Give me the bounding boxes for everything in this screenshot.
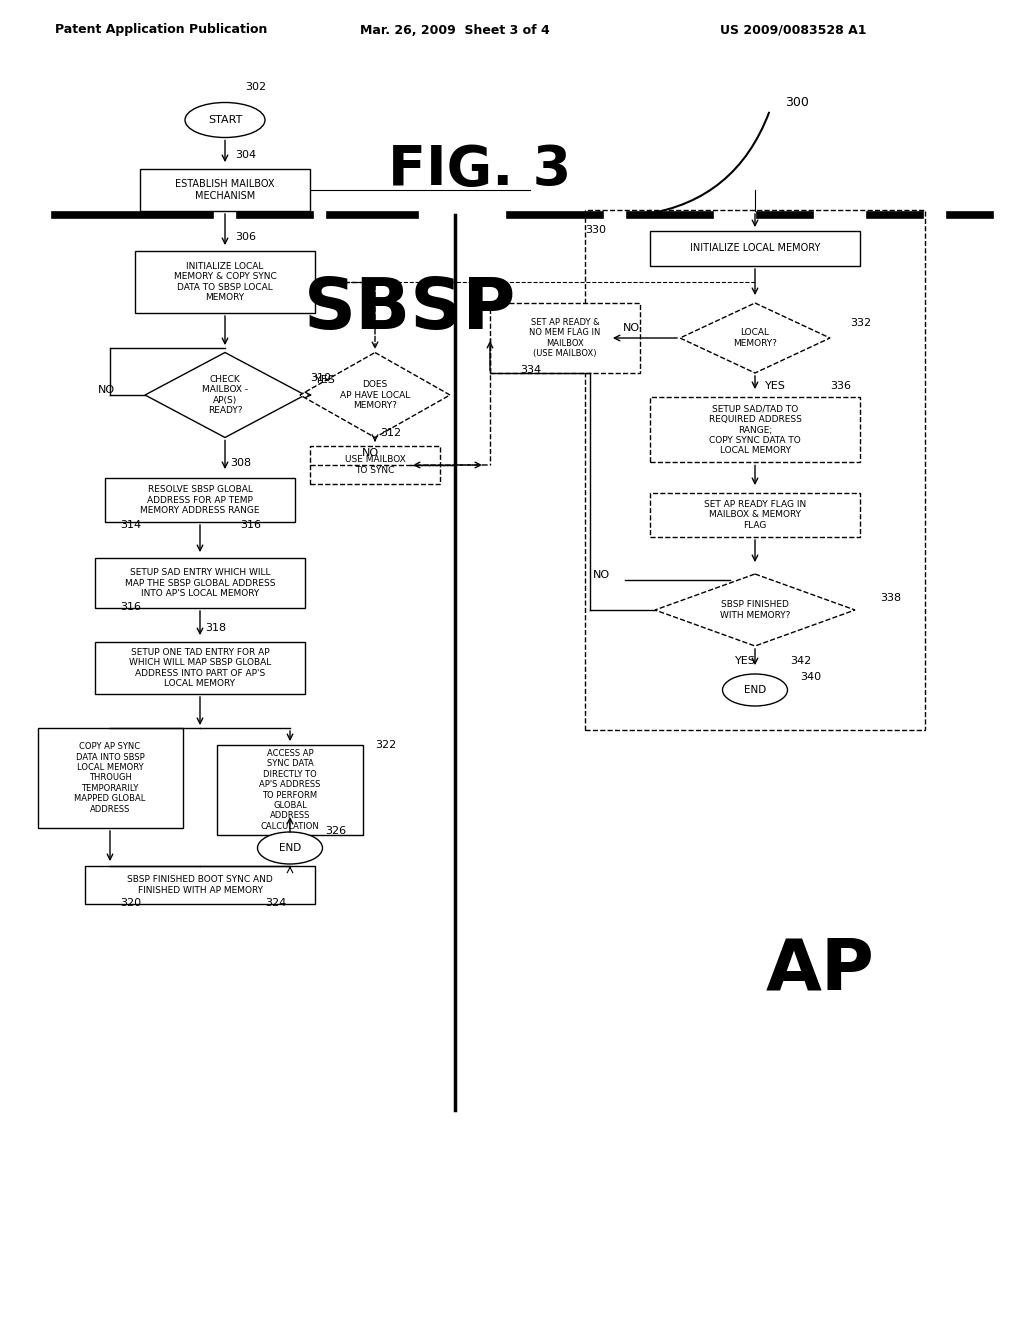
Text: 322: 322 xyxy=(375,741,396,750)
Text: CHECK
MAILBOX -
AP(S)
READY?: CHECK MAILBOX - AP(S) READY? xyxy=(202,375,248,414)
Text: ACCESS AP
SYNC DATA
DIRECTLY TO
AP'S ADDRESS
TO PERFORM
GLOBAL
ADDRESS
CALCULATI: ACCESS AP SYNC DATA DIRECTLY TO AP'S ADD… xyxy=(259,750,321,830)
Text: USE MAILBOX
TO SYNC: USE MAILBOX TO SYNC xyxy=(345,455,406,475)
Text: 302: 302 xyxy=(245,82,266,92)
Polygon shape xyxy=(145,352,305,437)
Text: 336: 336 xyxy=(830,381,851,391)
Text: 338: 338 xyxy=(880,593,901,603)
Text: END: END xyxy=(279,843,301,853)
Text: START: START xyxy=(208,115,243,125)
FancyBboxPatch shape xyxy=(140,169,310,211)
Text: 324: 324 xyxy=(265,898,287,908)
Text: SET AP READY &
NO MEM FLAG IN
MAILBOX
(USE MAILBOX): SET AP READY & NO MEM FLAG IN MAILBOX (U… xyxy=(529,318,601,358)
Text: 308: 308 xyxy=(230,458,251,469)
Text: 314: 314 xyxy=(120,520,141,531)
Text: 326: 326 xyxy=(325,826,346,836)
Text: AP: AP xyxy=(766,936,874,1005)
Text: 332: 332 xyxy=(850,318,871,327)
Text: RESOLVE SBSP GLOBAL
ADDRESS FOR AP TEMP
MEMORY ADDRESS RANGE: RESOLVE SBSP GLOBAL ADDRESS FOR AP TEMP … xyxy=(140,486,260,515)
Text: LOCAL
MEMORY?: LOCAL MEMORY? xyxy=(733,329,777,347)
Text: 300: 300 xyxy=(785,95,809,108)
FancyBboxPatch shape xyxy=(95,642,305,694)
Text: INITIALIZE LOCAL
MEMORY & COPY SYNC
DATA TO SBSP LOCAL
MEMORY: INITIALIZE LOCAL MEMORY & COPY SYNC DATA… xyxy=(174,261,276,302)
Text: SBSP FINISHED BOOT SYNC AND
FINISHED WITH AP MEMORY: SBSP FINISHED BOOT SYNC AND FINISHED WIT… xyxy=(127,875,272,895)
Text: DOES
AP HAVE LOCAL
MEMORY?: DOES AP HAVE LOCAL MEMORY? xyxy=(340,380,411,411)
FancyBboxPatch shape xyxy=(650,397,860,462)
FancyBboxPatch shape xyxy=(490,304,640,374)
FancyBboxPatch shape xyxy=(135,251,315,313)
Text: 340: 340 xyxy=(800,672,821,682)
Text: FIG. 3: FIG. 3 xyxy=(388,143,571,197)
Text: Mar. 26, 2009  Sheet 3 of 4: Mar. 26, 2009 Sheet 3 of 4 xyxy=(360,24,550,37)
Text: 330: 330 xyxy=(585,224,606,235)
Text: 310: 310 xyxy=(310,374,331,383)
Text: SET AP READY FLAG IN
MAILBOX & MEMORY
FLAG: SET AP READY FLAG IN MAILBOX & MEMORY FL… xyxy=(703,500,806,529)
FancyBboxPatch shape xyxy=(38,729,182,828)
FancyBboxPatch shape xyxy=(105,478,295,521)
Text: NO: NO xyxy=(593,570,610,579)
Text: SBSP: SBSP xyxy=(304,276,516,345)
Text: NO: NO xyxy=(98,385,115,395)
FancyBboxPatch shape xyxy=(85,866,315,904)
Text: INITIALIZE LOCAL MEMORY: INITIALIZE LOCAL MEMORY xyxy=(690,243,820,253)
Polygon shape xyxy=(680,304,830,374)
Text: NO: NO xyxy=(361,447,379,458)
Text: 312: 312 xyxy=(380,428,401,438)
Text: SBSP FINISHED
WITH MEMORY?: SBSP FINISHED WITH MEMORY? xyxy=(720,601,791,619)
Text: 318: 318 xyxy=(205,623,226,634)
FancyBboxPatch shape xyxy=(585,210,925,730)
Text: ESTABLISH MAILBOX
MECHANISM: ESTABLISH MAILBOX MECHANISM xyxy=(175,180,274,201)
Ellipse shape xyxy=(723,675,787,706)
FancyBboxPatch shape xyxy=(310,446,440,484)
Text: COPY AP SYNC
DATA INTO SBSP
LOCAL MEMORY
THROUGH
TEMPORARILY
MAPPED GLOBAL
ADDRE: COPY AP SYNC DATA INTO SBSP LOCAL MEMORY… xyxy=(75,742,145,813)
Text: YES: YES xyxy=(315,375,336,385)
Text: YES: YES xyxy=(734,656,756,667)
Text: Patent Application Publication: Patent Application Publication xyxy=(55,24,267,37)
Text: US 2009/0083528 A1: US 2009/0083528 A1 xyxy=(720,24,866,37)
Text: 316: 316 xyxy=(240,520,261,531)
Text: SETUP SAD/TAD TO
REQUIRED ADDRESS
RANGE;
COPY SYNC DATA TO
LOCAL MEMORY: SETUP SAD/TAD TO REQUIRED ADDRESS RANGE;… xyxy=(709,405,802,455)
Text: 334: 334 xyxy=(520,366,541,375)
Text: 342: 342 xyxy=(790,656,811,667)
FancyBboxPatch shape xyxy=(650,492,860,537)
FancyBboxPatch shape xyxy=(217,744,362,836)
Ellipse shape xyxy=(185,103,265,137)
Text: 320: 320 xyxy=(120,898,141,908)
FancyBboxPatch shape xyxy=(95,558,305,609)
Ellipse shape xyxy=(257,832,323,865)
Text: NO: NO xyxy=(623,323,640,333)
Text: 316: 316 xyxy=(120,602,141,612)
Text: 304: 304 xyxy=(234,150,256,160)
Text: SETUP ONE TAD ENTRY FOR AP
WHICH WILL MAP SBSP GLOBAL
ADDRESS INTO PART OF AP'S
: SETUP ONE TAD ENTRY FOR AP WHICH WILL MA… xyxy=(129,648,271,688)
Polygon shape xyxy=(300,352,450,437)
Text: END: END xyxy=(743,685,766,696)
Text: SETUP SAD ENTRY WHICH WILL
MAP THE SBSP GLOBAL ADDRESS
INTO AP'S LOCAL MEMORY: SETUP SAD ENTRY WHICH WILL MAP THE SBSP … xyxy=(125,568,275,598)
Text: YES: YES xyxy=(765,381,785,391)
FancyBboxPatch shape xyxy=(650,231,860,265)
Polygon shape xyxy=(655,574,855,645)
Text: 306: 306 xyxy=(234,232,256,242)
